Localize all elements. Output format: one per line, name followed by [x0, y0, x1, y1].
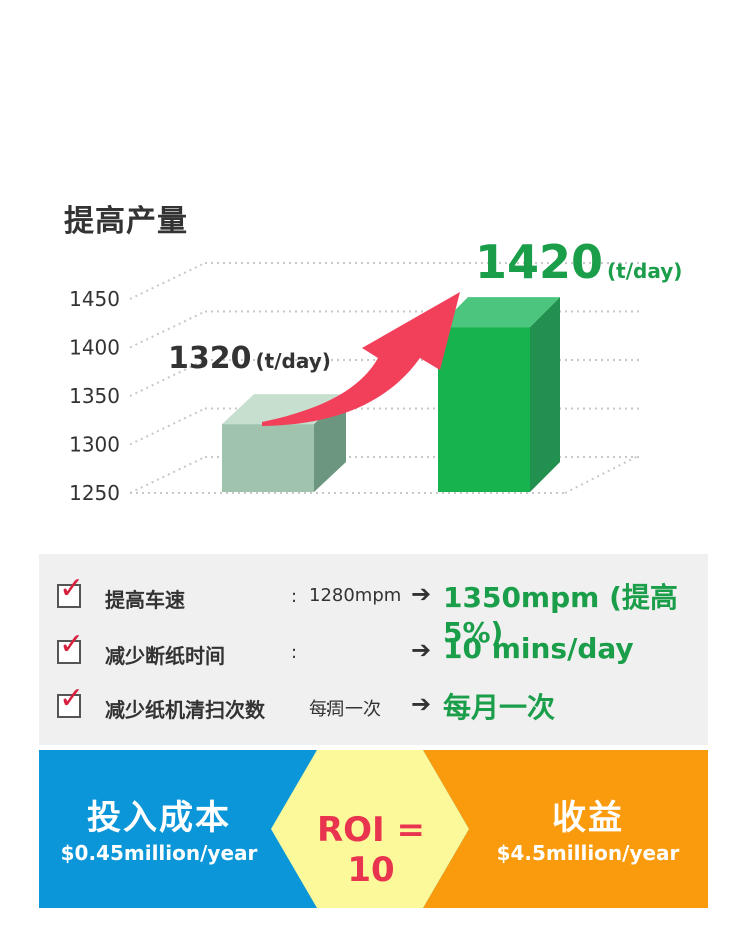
y-tick-label: 1250	[69, 481, 120, 505]
y-tick-label: 1350	[69, 384, 120, 408]
chart-title: 提高产量	[64, 204, 188, 239]
colon: :	[325, 696, 332, 717]
investment-cost: 投入成本 $0.45million/year	[39, 750, 279, 908]
growth-arrow	[262, 292, 460, 426]
investment-value: $0.45million/year	[60, 841, 258, 865]
y-tick-label: 1300	[69, 433, 120, 457]
right-arrow-icon: ➔	[411, 690, 432, 718]
bar-2	[438, 297, 560, 492]
improvement-list: ✓ 提高车速 : 1280mpm ➔ 1350mpm (提高5%) ✓ 减少断纸…	[39, 554, 708, 745]
check-icon: ✓	[59, 571, 85, 606]
data-label-2: 1420 (t/day)	[475, 235, 682, 289]
list-item: ✓ 提高车速 : 1280mpm ➔ 1350mpm (提高5%)	[39, 574, 708, 649]
old-value: 每周一次	[309, 699, 381, 720]
y-tick-label: 1400	[69, 336, 120, 360]
grid-line	[129, 456, 206, 494]
check-icon: ✓	[59, 681, 85, 716]
y-tick-label: 1450	[69, 287, 120, 311]
grid-line	[564, 454, 641, 494]
investment-title: 投入成本	[87, 798, 231, 838]
new-value: 每月一次	[443, 691, 556, 724]
grid-line	[129, 407, 206, 446]
item-label: 减少断纸时间	[105, 644, 225, 668]
right-arrow-icon: ➔	[411, 580, 432, 608]
list-item: ✓ 减少断纸时间 : ➔ 10 mins/day	[39, 630, 708, 674]
check-icon: ✓	[59, 627, 85, 662]
checkbox	[57, 640, 81, 664]
right-arrow-icon: ➔	[411, 636, 432, 664]
list-item: ✓ 减少纸机清扫次数 : 每周一次 ➔ 每月一次	[39, 684, 708, 728]
grid-line	[129, 359, 206, 397]
roi-banner: 投入成本 $0.45million/year ROI = 10 收益 $4.5m…	[39, 750, 708, 908]
grid-line	[129, 262, 206, 300]
new-value: 1350mpm (提高5%)	[443, 581, 678, 649]
revenue: 收益 $4.5million/year	[468, 750, 708, 908]
revenue-title: 收益	[552, 798, 624, 838]
data-label-1: 1320 (t/day)	[168, 341, 331, 376]
production-chart: 1250 1300 1350 1400 1450 1320 (t/day) 1420 (t/d…	[69, 235, 682, 505]
colon: :	[291, 642, 298, 663]
colon: :	[291, 586, 298, 607]
grid-line	[129, 310, 206, 349]
old-value: 1280mpm	[309, 585, 402, 606]
item-label: 减少纸机清扫次数	[105, 698, 265, 722]
roi-value: ROI = 10	[316, 810, 426, 890]
checkbox	[57, 584, 81, 608]
roi-background	[39, 750, 708, 908]
revenue-value: $4.5million/year	[496, 841, 680, 865]
new-value: 10 mins/day	[443, 632, 634, 665]
checkbox	[57, 694, 81, 718]
item-label: 提高车速	[105, 588, 185, 612]
